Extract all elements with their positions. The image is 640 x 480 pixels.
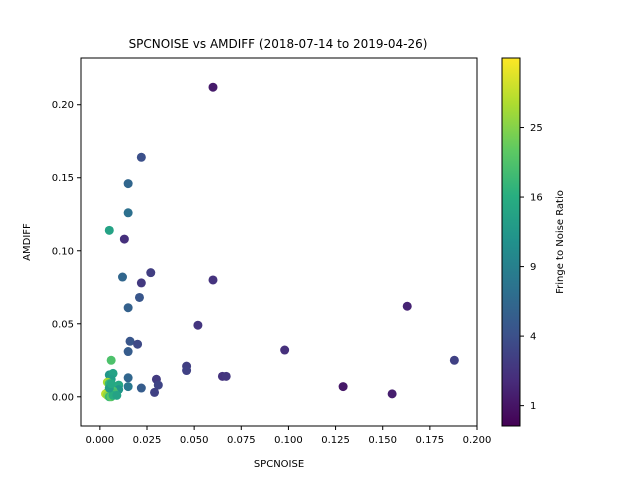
x-tick-label: 0.000 [86,435,115,446]
x-tick-label: 0.200 [463,435,492,446]
x-tick-label: 0.125 [321,435,350,446]
data-point [106,379,116,389]
points-layer [101,82,459,402]
data-point [182,366,192,376]
x-axis-label: SPCNOISE [254,459,304,470]
data-point [136,278,146,288]
y-tick-label: 0.00 [52,392,74,403]
y-axis-ticks: 0.00 0.05 0.10 0.15 0.20 [52,100,81,403]
y-tick-label: 0.20 [52,100,74,111]
x-axis-ticks: 0.000 0.025 0.050 0.075 0.100 0.125 0.150 0.175… [86,426,492,446]
y-tick-label: 0.10 [52,246,74,257]
data-point [193,320,203,330]
x-tick-label: 0.150 [368,435,397,446]
chart-title: SPCNOISE vs AMDIFF (2018-07-14 to 2019-0… [129,37,428,51]
data-point [104,225,114,235]
data-point [387,389,397,399]
data-point [123,373,133,383]
x-tick-label: 0.175 [416,435,445,446]
data-point [112,390,122,400]
data-point [338,382,348,392]
colorbar-tick-label: 16 [530,193,543,204]
plot-frame [80,57,478,427]
x-tick-label: 0.100 [274,435,303,446]
colorbar-tick-label: 25 [530,123,543,134]
y-axis-label: AMDIFF [22,223,33,261]
data-point [150,387,160,397]
colorbar-tick-label: 9 [530,262,536,273]
data-point [280,345,290,355]
data-point [221,371,231,381]
data-point [136,383,146,393]
data-point [125,336,135,346]
y-tick-label: 0.05 [52,319,74,330]
data-point [119,234,129,244]
data-point [449,355,459,365]
data-point [123,208,133,218]
x-tick-label: 0.075 [227,435,256,446]
data-point [402,301,412,311]
data-point [208,82,218,92]
data-point [136,152,146,162]
data-point [123,179,133,189]
colorbar [501,57,521,427]
x-tick-label: 0.050 [180,435,209,446]
colorbar-ticks: 1 4 9 16 25 [520,123,543,412]
data-point [123,347,133,357]
data-point [106,355,116,365]
data-point [134,292,144,302]
data-point [123,303,133,313]
data-point [153,380,163,390]
data-point [133,339,143,349]
colorbar-tick-label: 4 [530,332,536,343]
data-point [123,382,133,392]
data-point [208,275,218,285]
data-point [146,268,156,278]
y-tick-label: 0.15 [52,173,74,184]
colorbar-tick-label: 1 [530,401,536,412]
data-point [117,272,127,282]
colorbar-label: Fringe to Noise Ratio [555,190,566,294]
x-tick-label: 0.025 [133,435,162,446]
